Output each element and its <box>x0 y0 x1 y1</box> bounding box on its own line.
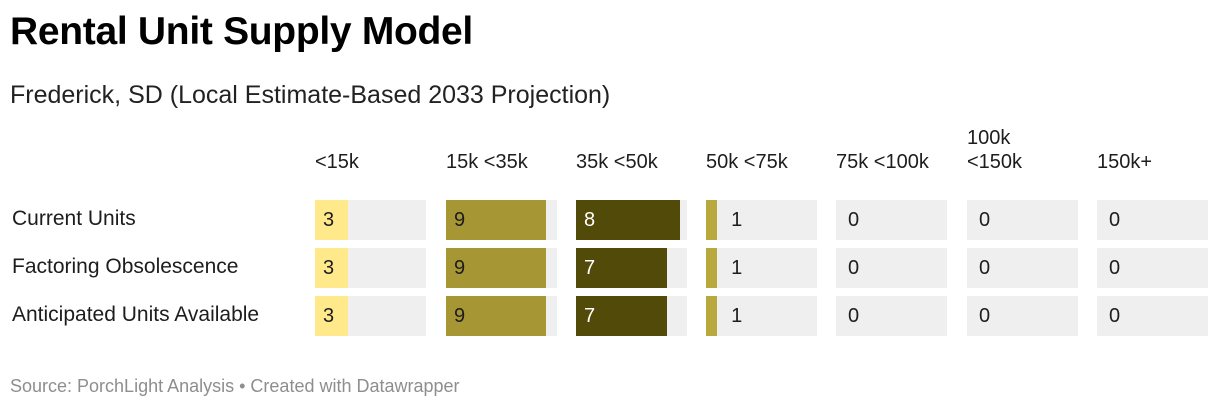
bar-track: 1 <box>706 248 817 288</box>
bar-track: 0 <box>836 296 947 336</box>
bar-track: 3 <box>315 296 426 336</box>
bar <box>706 296 718 336</box>
bar-track: 7 <box>576 248 687 288</box>
column-header-line: 100k <box>967 127 1011 149</box>
bar <box>315 200 349 240</box>
column-header-line: 35k <50k <box>576 151 658 173</box>
value-label: 0 <box>1109 257 1121 279</box>
value-label: 0 <box>979 257 991 279</box>
column-header-line: <15k <box>315 151 359 173</box>
value-label: 1 <box>731 209 743 231</box>
column-header-15k-35k: 15k <35k <box>446 150 528 174</box>
bar-track: 9 <box>446 248 557 288</box>
bar-track: 3 <box>315 200 426 240</box>
bar <box>576 296 668 336</box>
bar-track: 9 <box>446 200 557 240</box>
bar-track: 0 <box>836 200 947 240</box>
bar-track: 0 <box>1097 200 1208 240</box>
row-label-anticipated-units-available: Anticipated Units Available <box>12 303 260 326</box>
row-label-current-units: Current Units <box>12 207 136 230</box>
bar <box>706 200 718 240</box>
value-label: 0 <box>1109 209 1121 231</box>
value-label: 0 <box>848 209 860 231</box>
bar <box>576 200 681 240</box>
value-label: 0 <box>1109 305 1121 327</box>
value-label: 3 <box>323 257 335 279</box>
column-header-150k: 150k+ <box>1097 150 1152 174</box>
bar <box>446 200 546 240</box>
bar <box>446 248 546 288</box>
column-header-line: 75k <100k <box>836 151 929 173</box>
bar <box>446 296 546 336</box>
column-header-line: 15k <35k <box>446 151 528 173</box>
row-label-factoring-obsolescence: Factoring Obsolescence <box>12 255 239 278</box>
bar <box>315 248 349 288</box>
bar-track: 0 <box>1097 296 1208 336</box>
value-label: 9 <box>454 257 466 279</box>
value-label: 7 <box>584 257 596 279</box>
bar-track: 8 <box>576 200 687 240</box>
bar-track: 0 <box>967 296 1078 336</box>
column-header-50k-75k: 50k <75k <box>706 150 788 174</box>
column-header-line: <150k <box>967 151 1023 173</box>
value-label: 8 <box>584 209 596 231</box>
column-header-15k: <15k <box>315 150 359 174</box>
value-label: 7 <box>584 305 596 327</box>
bar-track: 1 <box>706 296 817 336</box>
chart-subtitle: Frederick, SD (Local Estimate-Based 2033… <box>10 81 611 109</box>
value-label: 0 <box>979 305 991 327</box>
value-label: 1 <box>731 305 743 327</box>
bar <box>315 296 349 336</box>
bar <box>706 248 718 288</box>
column-header-100k-150k: 100k <150k <box>967 126 1022 174</box>
column-header-75k-100k: 75k <100k <box>836 150 929 174</box>
value-label: 1 <box>731 257 743 279</box>
value-label: 0 <box>848 257 860 279</box>
bar-track: 7 <box>576 296 687 336</box>
value-label: 9 <box>454 209 466 231</box>
value-label: 0 <box>848 305 860 327</box>
column-header-35k-50k: 35k <50k <box>576 150 658 174</box>
source-footer: Source: PorchLight Analysis • Created wi… <box>10 376 460 396</box>
bar-track: 0 <box>967 248 1078 288</box>
bar-track: 1 <box>706 200 817 240</box>
value-label: 3 <box>323 305 335 327</box>
column-header-line: 150k+ <box>1097 151 1153 173</box>
chart-title: Rental Unit Supply Model <box>10 10 473 53</box>
value-label: 0 <box>979 209 991 231</box>
value-label: 3 <box>323 209 335 231</box>
bar-track: 9 <box>446 296 557 336</box>
bar-track: 0 <box>967 200 1078 240</box>
bar <box>576 248 668 288</box>
value-label: 9 <box>454 305 466 327</box>
bar-track: 0 <box>836 248 947 288</box>
bar-track: 3 <box>315 248 426 288</box>
bar-track: 0 <box>1097 248 1208 288</box>
column-header-line: 50k <75k <box>706 151 788 173</box>
